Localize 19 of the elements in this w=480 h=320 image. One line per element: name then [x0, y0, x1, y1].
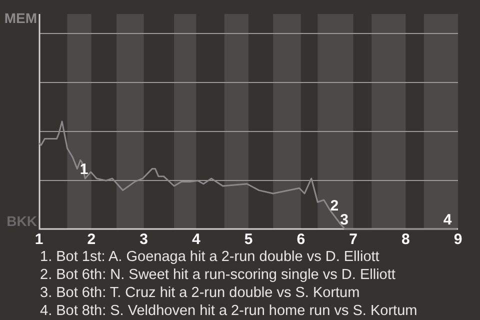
text: 1. Bot 1st: A. Goenaga hit a 2-run double vs D. Elliott	[40, 248, 380, 266]
x-tick-label: 8	[401, 231, 410, 248]
text: 3. Bot 6th: T. Cruz hit a 2-run double vs S. Kortum	[40, 284, 361, 302]
x-tick-label: 5	[244, 231, 253, 248]
text: BKK	[6, 213, 37, 229]
text: 2. Bot 6th: N. Sweet hit a run-scoring single vs D. Elliott	[40, 266, 396, 284]
annotation: 2	[330, 198, 339, 215]
x-tick-label: 9	[454, 231, 462, 248]
x-tick-label: 4	[192, 231, 201, 248]
annotation: 1	[80, 161, 88, 178]
x-tick-label: 3	[140, 231, 148, 248]
x-tick-label: 2	[87, 231, 96, 248]
x-tick-label: 7	[349, 231, 358, 248]
annotation: 4	[443, 212, 452, 229]
text: 4. Bot 8th: S. Veldhoven hit a 2-run home run vs S. Kortum	[40, 302, 418, 320]
annotation: 3	[340, 212, 349, 229]
x-tick-label: 1	[34, 231, 44, 248]
x-tick-label: 6	[296, 231, 306, 248]
text: MEM	[3, 10, 37, 26]
